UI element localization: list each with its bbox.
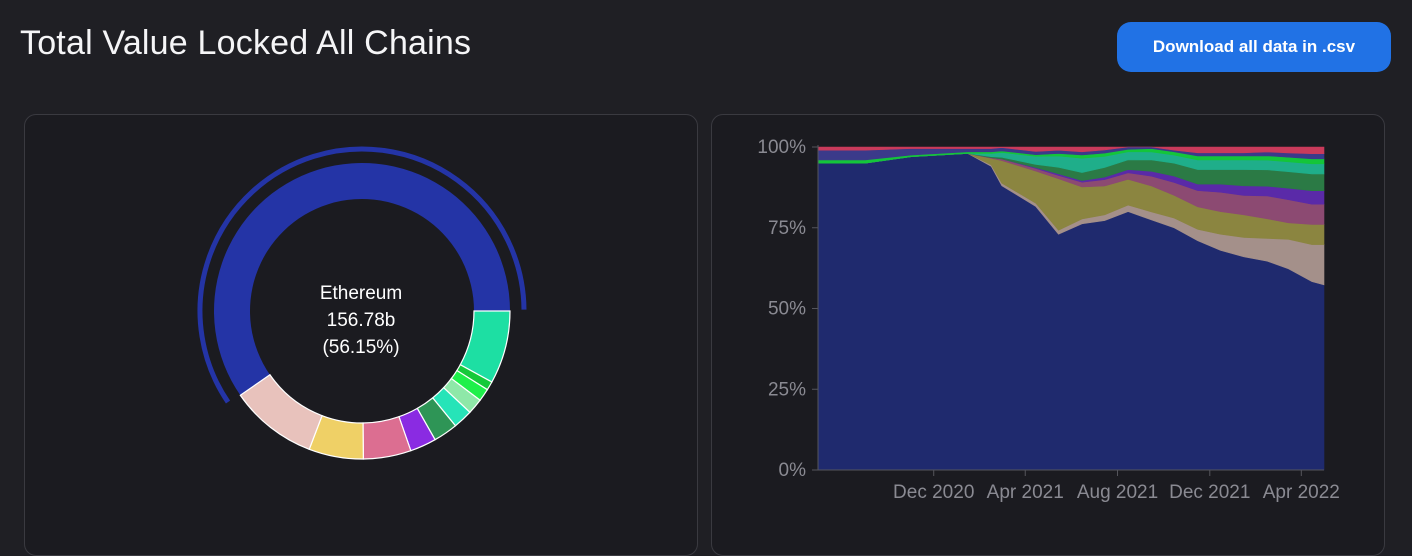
x-tick-label: Dec 2021	[1169, 482, 1250, 503]
area-series[interactable]	[817, 146, 1325, 154]
y-tick-label: 50%	[768, 299, 806, 320]
x-tick-label: Aug 2021	[1077, 482, 1158, 503]
donut-slice[interactable]	[239, 373, 323, 451]
y-tick-label: 100%	[757, 137, 806, 158]
x-tick-label: Dec 2020	[893, 482, 974, 503]
download-csv-button[interactable]: Download all data in .csv	[1117, 22, 1391, 72]
donut-center-value: 156.78b	[326, 310, 396, 331]
x-tick-label: Apr 2022	[1263, 482, 1340, 503]
y-tick-label: 75%	[768, 218, 806, 239]
stacked-area-chart[interactable]: 0% 25% 50% 75% 100% Dec 2020 Apr 2021 Aug 2021 D…	[712, 115, 1384, 531]
donut-center-percent: (56.15%)	[322, 337, 400, 358]
donut-slice[interactable]	[214, 163, 511, 396]
y-tick-label: 25%	[768, 379, 806, 400]
area-chart-panel: 0% 25% 50% 75% 100% Dec 2020 Apr 2021 Aug 2021 D…	[711, 114, 1385, 556]
donut-highlight-arc	[197, 146, 527, 404]
y-tick-label: 0%	[779, 460, 807, 481]
donut-chart-panel: Ethereum 156.78b (56.15%)	[24, 114, 698, 556]
page-title: Total Value Locked All Chains	[20, 24, 472, 62]
donut-center-name: Ethereum	[319, 283, 403, 304]
donut-chart[interactable]	[25, 115, 697, 531]
x-tick-label: Apr 2021	[987, 482, 1064, 503]
